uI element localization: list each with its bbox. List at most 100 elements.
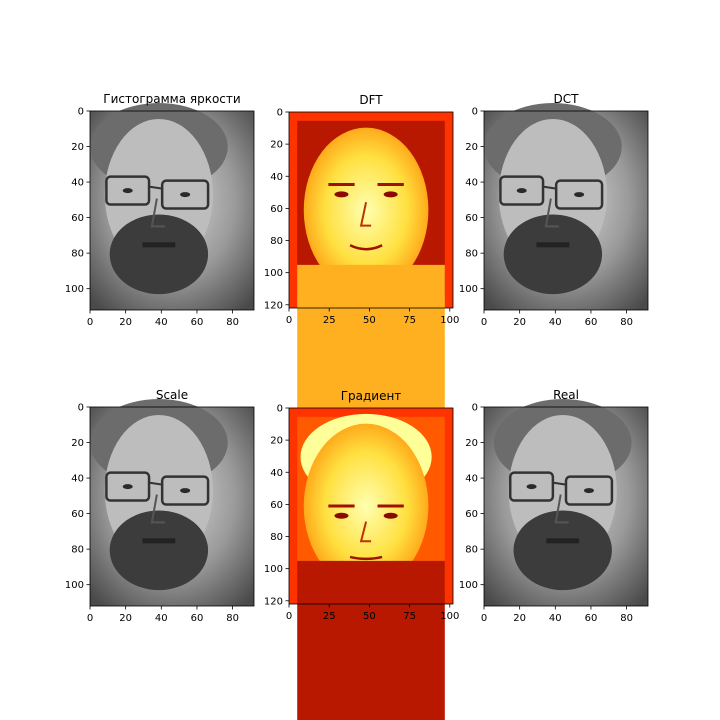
x-tick-label: 20: [119, 317, 132, 328]
y-tick-label: 40: [270, 172, 283, 183]
y-tick-label: 0: [472, 107, 478, 118]
x-tick-label: 80: [620, 317, 633, 328]
x-tick-label: 100: [440, 315, 459, 326]
y-tick-label: 0: [78, 403, 84, 414]
x-tick-label: 0: [481, 317, 487, 328]
eye-right: [574, 192, 585, 198]
x-tick-label: 40: [549, 613, 562, 624]
face-shape: [303, 423, 429, 589]
y-tick-label: 60: [270, 204, 283, 215]
beard-shape: [513, 510, 612, 591]
subplot-title: DFT: [359, 93, 383, 107]
axes-frame: [483, 110, 649, 311]
x-tick-label: 60: [191, 613, 204, 624]
subplot-image: [484, 103, 648, 310]
eye-right: [180, 192, 191, 198]
glasses-bridge: [542, 185, 557, 190]
x-tick-label: 20: [513, 317, 526, 328]
y-tick-label: 80: [465, 545, 478, 556]
subplot-5: Градиент 0 25 50 75 100 0 20 40 60 80 100 120: [264, 389, 459, 720]
y-tick-label: 20: [71, 438, 84, 449]
y-tick-label: 100: [264, 564, 283, 575]
subplot-6: Real 0 20 40 60 80 0 20 40 60 80 100: [459, 388, 649, 624]
y-tick-label: 60: [71, 213, 84, 224]
y-tick-label: 0: [277, 108, 283, 119]
x-tick-label: 60: [585, 317, 598, 328]
y-tick-label: 100: [65, 284, 84, 295]
mouth-shape: [142, 242, 176, 248]
y-tick-label: 120: [264, 300, 283, 311]
subplot-title: Гистограмма яркости: [103, 92, 240, 106]
glasses-lens-right: [564, 475, 614, 506]
axes-frame: [288, 111, 454, 309]
x-tick-label: 0: [87, 317, 93, 328]
nose-shape: [150, 494, 165, 524]
glasses-bridge: [552, 481, 567, 486]
y-tick-label: 20: [465, 142, 478, 153]
glasses-lens-left: [508, 471, 555, 502]
y-tick-label: 40: [71, 474, 84, 485]
y-tick-label: 20: [465, 438, 478, 449]
y-tick-label: 100: [65, 580, 84, 591]
x-tick-label: 75: [403, 611, 416, 622]
x-tick-label: 80: [226, 613, 239, 624]
subplot-image: [289, 112, 453, 409]
y-tick-label: 100: [459, 284, 478, 295]
subplot-image: [90, 103, 254, 310]
face-shape: [303, 127, 429, 293]
nose-shape: [359, 521, 372, 543]
beard-shape: [109, 214, 209, 295]
axes-frame: [483, 406, 649, 607]
subplot-image: [289, 408, 453, 720]
x-tick-label: 60: [191, 317, 204, 328]
subplot-1: Гистограмма яркости 0 20 40 60 80 0 20 40 60 80 100: [65, 92, 255, 328]
y-tick-label: 0: [277, 404, 283, 415]
axes-frame: [89, 406, 255, 607]
y-tick-label: 80: [71, 249, 84, 260]
y-tick-label: 20: [270, 140, 283, 151]
y-tick-label: 40: [465, 178, 478, 189]
subplot-title: Scale: [156, 388, 188, 402]
x-tick-label: 75: [403, 315, 416, 326]
subplot-3: DCT 0 20 40 60 80 0 20 40 60 80 100: [459, 92, 649, 328]
x-tick-label: 0: [481, 613, 487, 624]
eye-left: [526, 484, 537, 490]
glasses-lens-right: [554, 179, 604, 210]
glasses-bridge: [148, 185, 163, 190]
eye-left: [516, 188, 527, 194]
x-tick-label: 40: [549, 317, 562, 328]
x-tick-label: 20: [119, 613, 132, 624]
nose-shape: [544, 198, 559, 228]
eye-left: [334, 191, 349, 198]
subplot-title: Градиент: [341, 389, 402, 403]
y-tick-label: 20: [270, 436, 283, 447]
y-tick-label: 40: [270, 468, 283, 479]
eye-right: [583, 488, 594, 494]
y-tick-label: 40: [71, 178, 84, 189]
beard-shape: [109, 510, 209, 591]
eye-left: [122, 188, 133, 194]
y-tick-label: 100: [459, 580, 478, 591]
eye-left: [334, 512, 349, 519]
x-tick-label: 50: [363, 315, 376, 326]
glasses-lens-left: [105, 471, 151, 502]
x-tick-label: 60: [585, 613, 598, 624]
mouth-shape: [546, 538, 580, 544]
x-tick-label: 0: [286, 611, 292, 622]
x-tick-label: 80: [620, 613, 633, 624]
x-tick-label: 25: [323, 611, 336, 622]
subplot-2: DFT 0 25 50 75 100 0 20 40 60 80 100 120: [264, 93, 459, 409]
axes-frame: [288, 407, 454, 605]
nose-shape: [554, 494, 569, 524]
eye-left: [122, 484, 133, 490]
y-tick-label: 80: [270, 532, 283, 543]
x-tick-label: 80: [226, 317, 239, 328]
x-tick-label: 0: [286, 315, 292, 326]
x-tick-label: 50: [363, 611, 376, 622]
y-tick-label: 80: [270, 236, 283, 247]
axes-frame: [89, 110, 255, 311]
neck-shape: [297, 560, 445, 720]
subplot-4: Scale 0 20 40 60 80 0 20 40 60 80 100: [65, 388, 255, 624]
y-tick-label: 0: [78, 107, 84, 118]
x-tick-label: 40: [155, 317, 168, 328]
